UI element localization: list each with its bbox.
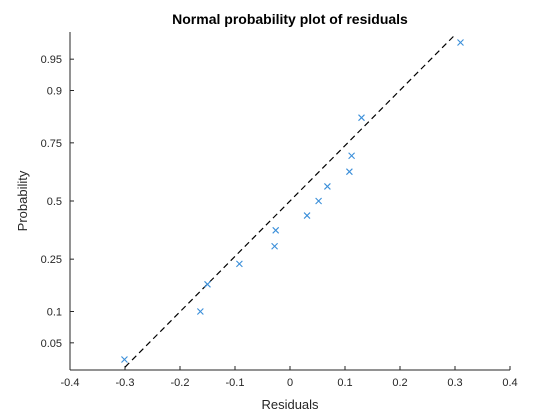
data-point [457,39,464,46]
x-tick-label: -0.4 [61,377,80,389]
data-point [348,152,355,160]
y-ticks: 0.05 0.1 0.25 0.5 0.75 0.9 0.95 [41,54,74,350]
data-points [121,39,464,363]
y-tick-label: 0.05 [41,338,62,350]
data-point [358,114,365,122]
x-axis-label: Residuals [261,397,319,412]
y-tick-label: 0.75 [41,138,62,150]
y-tick-label: 0.9 [47,85,62,97]
x-tick-label: -0.2 [171,377,190,389]
x-tick-label: 0.3 [447,377,462,389]
x-tick-label: -0.3 [116,377,135,389]
data-point [272,226,280,234]
y-tick-label: 0.25 [41,254,62,266]
data-point [196,308,204,315]
x-tick-label: 0.1 [337,377,352,389]
x-tick-label: 0.4 [502,377,517,389]
x-tick-label: 0.2 [392,377,407,389]
y-tick-label: 0.95 [41,54,62,66]
data-point [303,212,311,219]
data-point [121,356,128,363]
data-point [271,242,278,250]
x-ticks: -0.4 -0.3 -0.2 -0.1 0 0.1 0.2 0.3 0.4 [61,366,518,389]
data-point [204,280,211,288]
x-tick-label: 0 [287,377,293,389]
y-tick-label: 0.1 [47,307,62,319]
data-point [315,197,322,205]
data-point [236,260,243,268]
reference-line [124,34,456,368]
y-tick-label: 0.5 [47,196,62,208]
chart-title: Normal probability plot of residuals [172,11,408,27]
data-point [324,183,331,190]
x-tick-label: -0.1 [226,377,245,389]
data-point [346,168,353,176]
y-axis-label: Probability [15,170,30,231]
